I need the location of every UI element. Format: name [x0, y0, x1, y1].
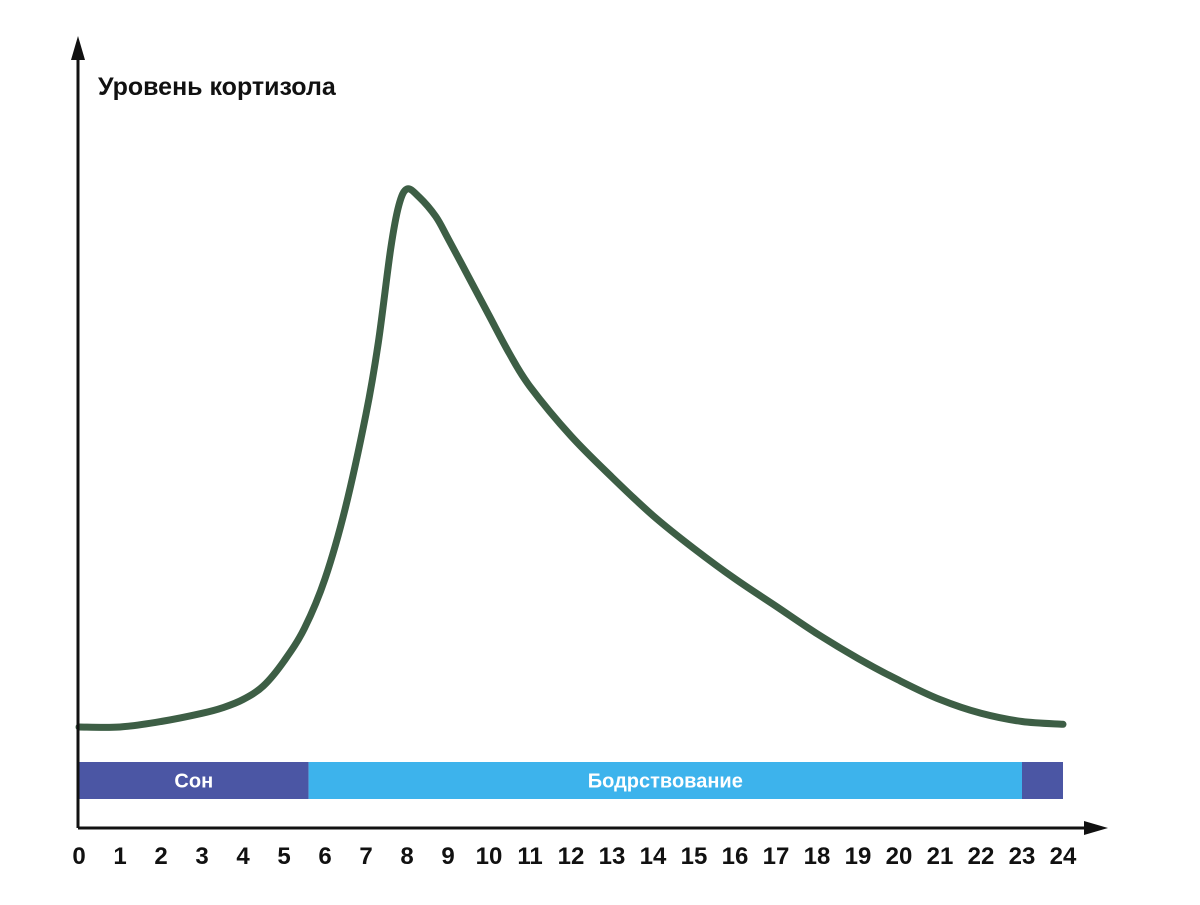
- x-tick-label: 14: [640, 843, 667, 870]
- x-tick-label: 20: [886, 843, 913, 870]
- x-tick-label: 6: [318, 843, 331, 870]
- y-axis-arrow: [71, 36, 85, 60]
- x-tick-label: 11: [517, 843, 542, 870]
- y-axis-title: Уровень кортизола: [98, 73, 337, 101]
- axes: [71, 36, 1108, 835]
- x-tick-label: 15: [681, 843, 708, 870]
- x-axis-arrow: [1084, 821, 1108, 835]
- x-tick-label: 3: [195, 843, 208, 870]
- phase-label: Сон: [174, 771, 213, 793]
- x-tick-label: 24: [1050, 843, 1077, 870]
- phase-segment: [1022, 762, 1063, 799]
- x-tick-label: 17: [763, 843, 790, 870]
- x-tick-label: 2: [154, 843, 167, 870]
- x-tick-label: 21: [927, 843, 954, 870]
- x-tick-label: 8: [400, 843, 413, 870]
- x-tick-label: 7: [359, 843, 372, 870]
- x-tick-label: 10: [476, 843, 503, 870]
- x-tick-label: 1: [113, 843, 126, 870]
- phase-segment: [308, 762, 1023, 799]
- phase-bar: Сон Бодрствование: [79, 762, 1063, 799]
- x-tick-labels: 0 1 2 3 4 5 6 7 8 9 10 11 12 13 14 15 16 17 18 19 20 21 22 23 24: [72, 843, 1077, 870]
- phase-label: Бодрствование: [588, 771, 743, 793]
- x-tick-label: 9: [441, 843, 454, 870]
- phase-segment: [79, 762, 309, 799]
- x-tick-label: 19: [845, 843, 872, 870]
- x-tick-label: 12: [558, 843, 585, 870]
- x-tick-label: 13: [599, 843, 626, 870]
- curve-layer: [75, 185, 1067, 731]
- x-tick-label: 4: [236, 843, 250, 870]
- x-tick-label: 0: [72, 843, 85, 870]
- x-tick-label: 16: [722, 843, 749, 870]
- x-tick-label: 18: [804, 843, 831, 870]
- x-tick-label: 23: [1009, 843, 1036, 870]
- x-tick-label: 5: [277, 843, 290, 870]
- cortisol-curve: [75, 185, 1067, 731]
- x-tick-label: 22: [968, 843, 995, 870]
